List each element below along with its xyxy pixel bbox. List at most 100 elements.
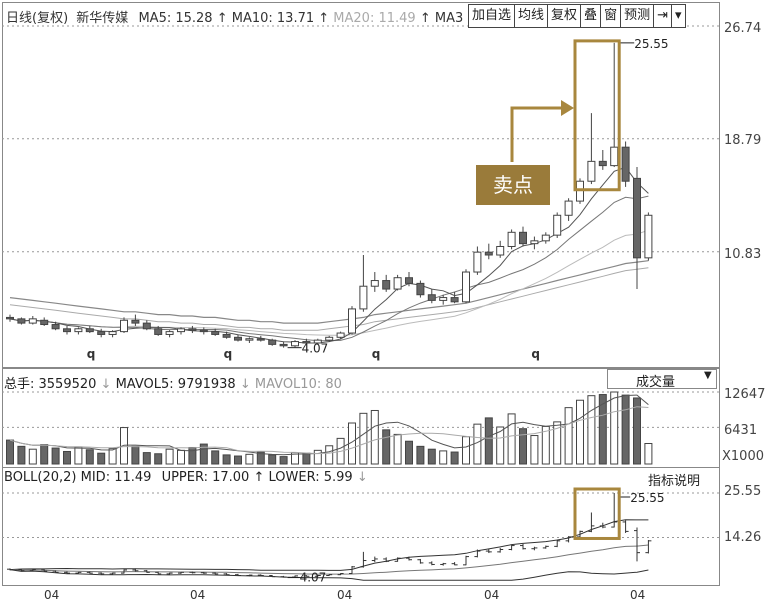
volume-bar <box>427 448 436 465</box>
toolbar-dropdown-icon[interactable]: ▾ <box>675 8 682 23</box>
volume-bar <box>462 436 470 465</box>
forecast-button[interactable]: 预测 <box>621 5 655 27</box>
price-chart[interactable]: 4.07 25.55 q q q q <box>2 2 720 368</box>
volume-bar <box>245 453 254 465</box>
candle-body <box>439 297 448 301</box>
volume-bar <box>85 449 94 465</box>
candle-body <box>302 341 311 344</box>
stock-name: 新华传媒 <box>76 11 129 26</box>
boll-mid-label: BOLL(20,2) MID: 11.49 <box>4 470 152 485</box>
ma60-line <box>9 260 649 324</box>
candle-body <box>633 177 641 259</box>
candle-body <box>291 341 299 347</box>
volume-bar <box>40 444 49 465</box>
volume-bar <box>598 394 607 465</box>
volume-bar <box>63 450 71 465</box>
overlay-button[interactable]: 叠 <box>581 5 602 27</box>
chart-header: 日线(复权) 新华传媒 MA5: 15.28 ↑ MA10: 13.71 ↑ M… <box>6 7 463 26</box>
candle-body <box>256 338 265 341</box>
candle-body <box>131 319 140 324</box>
q-marker: q <box>224 347 233 361</box>
window-button[interactable]: 窗 <box>601 5 622 27</box>
moving-average-button[interactable]: 均线 <box>515 5 549 27</box>
mavol10-line <box>9 406 649 455</box>
candle-body <box>165 331 174 335</box>
candle-body <box>74 328 83 333</box>
q-marker: q <box>87 347 96 361</box>
boll-axis-top: 25.55 <box>724 484 762 499</box>
candle-body <box>336 332 345 338</box>
volume-bar <box>313 449 322 465</box>
candle-body <box>188 328 197 331</box>
candle-body <box>313 339 322 344</box>
volume-bar <box>496 426 505 465</box>
indicator-help-button[interactable]: 指标说明 <box>644 470 705 489</box>
candle-body <box>553 214 562 236</box>
mavol10-label: MAVOL10: 80 <box>254 377 342 392</box>
candle-body <box>120 319 128 333</box>
down-arrow-icon: ↓ <box>235 377 255 392</box>
q-marker: q <box>531 347 540 361</box>
jump-end-icon[interactable]: ⇥ <box>654 5 672 27</box>
time-axis-label: 04 <box>44 588 60 602</box>
candle-body <box>484 251 493 256</box>
volume-bar <box>325 445 334 465</box>
boll-chart[interactable]: 4.07 25.55 <box>2 467 720 586</box>
indicator-select-value: 成交量 <box>636 375 676 390</box>
volume-bar <box>74 446 83 465</box>
volume-bar <box>530 435 539 465</box>
volume-legend: 总手: 3559520 ↓ MAVOL5: 9791938 ↓ MAVOL10:… <box>4 373 342 392</box>
volume-bar <box>131 445 140 465</box>
volume-bar <box>51 447 60 465</box>
indicator-select[interactable]: 成交量 ▼ <box>607 369 717 390</box>
volume-bar <box>268 454 277 465</box>
total-volume-label: 总手: 3559520 <box>4 377 97 392</box>
candle-body <box>17 318 26 324</box>
candle-body <box>587 160 596 182</box>
volume-bar <box>17 445 26 465</box>
add-watchlist-button[interactable]: 加自选 <box>469 5 516 27</box>
candle-body <box>427 294 436 301</box>
volume-axis-mid: 6431 <box>724 423 758 438</box>
volume-axis-unit: X1000 <box>722 449 764 464</box>
boll-axis-mid: 14.26 <box>724 530 762 545</box>
candle-body <box>211 331 220 335</box>
candle-body <box>621 146 630 182</box>
volume-bar <box>564 407 573 465</box>
down-arrow-icon: ↓ <box>96 377 116 392</box>
candle-body <box>519 231 527 245</box>
sell-point-arrow-head <box>561 100 574 116</box>
candle-body <box>199 329 208 333</box>
candle-body <box>97 331 106 335</box>
volume-axis-top: 12647 <box>724 387 766 402</box>
candle-body <box>268 339 277 345</box>
ma20-label: MA20: 11.49 <box>333 11 416 26</box>
volume-bar <box>553 421 562 465</box>
candle-body <box>462 271 470 303</box>
volume-chart[interactable] <box>2 368 720 468</box>
mavol5-label: MAVOL5: 9791938 <box>115 377 236 392</box>
ma30-label: MA3 <box>434 11 464 26</box>
chevron-down-icon: ▼ <box>704 370 712 381</box>
volume-bar <box>644 443 653 465</box>
candle-body <box>325 336 334 341</box>
candle-body <box>234 336 242 341</box>
up-arrow-icon: ↑ <box>314 11 334 26</box>
volume-bar <box>450 451 459 465</box>
candle-body <box>279 343 288 347</box>
candle-body <box>245 338 254 341</box>
candle-body <box>6 316 14 320</box>
adjust-price-button[interactable]: 复权 <box>548 5 582 27</box>
candle-body <box>598 160 607 167</box>
ma5-label: MA5: 15.28 <box>138 11 213 26</box>
boll-upper-line <box>9 519 649 571</box>
boll-high-label: 25.55 <box>630 491 664 505</box>
candle-body <box>644 214 653 259</box>
volume-bar <box>587 395 596 465</box>
volume-bar <box>370 409 379 465</box>
candle-body <box>348 308 356 334</box>
low-price-label: 4.07 <box>302 342 329 356</box>
candle-body <box>222 333 231 338</box>
volume-bar <box>142 452 151 465</box>
volume-bar <box>416 445 425 465</box>
